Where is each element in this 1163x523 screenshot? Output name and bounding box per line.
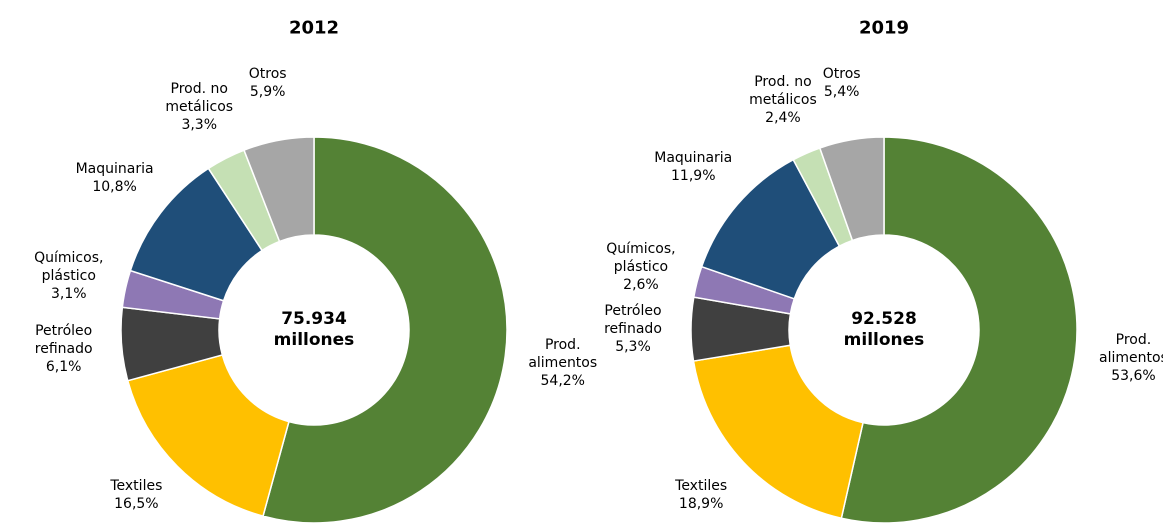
category-label: Otros: [248, 66, 287, 83]
slice-label: Prod. no metálicos 2,4%: [733, 73, 833, 127]
category-label: Textiles: [110, 478, 163, 494]
center-label: 75.934 millones: [273, 309, 355, 350]
value-label: 2,4%: [765, 110, 801, 127]
donut-slice: [126, 354, 290, 518]
chart-title: 2019: [858, 17, 910, 39]
value-label: 5,3%: [615, 338, 651, 355]
slice-label: Otros 5,9%: [218, 65, 318, 101]
category-label: Maquinaria: [654, 149, 733, 166]
value-label: 16,5%: [114, 496, 159, 512]
value-label: 3,1%: [51, 286, 87, 303]
value-label: 10,8%: [92, 178, 137, 195]
value-label: 5,9%: [249, 84, 286, 101]
value-label: 54,2%: [540, 373, 585, 390]
value-label: 11,9%: [671, 167, 716, 184]
category-label: Petróleo refinado: [34, 322, 93, 357]
value-label: 18,9%: [678, 496, 724, 512]
value-label: 3,3%: [181, 116, 218, 133]
category-label: Textiles: [675, 478, 728, 494]
slice-label: Textiles 16,5%: [86, 477, 186, 513]
value-label: 5,4%: [823, 83, 860, 100]
donut-slice: [692, 344, 864, 520]
slice-label: Textiles 18,9%: [651, 477, 751, 513]
category-label: Prod. no metálicos: [749, 74, 817, 109]
category-label: Prod. no metálicos: [165, 80, 234, 115]
slice-label: Petróleo refinado 6,1%: [14, 322, 114, 376]
category-label: Prod. alimentos: [1099, 331, 1163, 366]
slice-label: Maquinaria 11,9%: [643, 149, 743, 185]
slice-label: Prod. alimentos 53,6%: [1083, 331, 1163, 385]
chart-title: 2012: [288, 17, 340, 39]
category-label: Prod. alimentos: [528, 337, 598, 372]
value-label: 2,6%: [623, 277, 659, 294]
donut-slice: [262, 136, 508, 523]
donut-slice: [840, 136, 1078, 523]
category-label: Petróleo refinado: [604, 302, 662, 337]
category-label: Otros: [822, 65, 861, 82]
value-label: 6,1%: [45, 358, 82, 375]
donut-slice: [818, 136, 885, 242]
slice-label: Maquinaria 10,8%: [65, 160, 165, 196]
category-label: Químicos, plástico: [34, 250, 104, 285]
slice-label: Prod. alimentos 54,2%: [513, 336, 613, 390]
slice-label: Petróleo refinado 5,3%: [583, 302, 683, 356]
slice-label: Químicos, plástico 3,1%: [19, 249, 119, 303]
slice-label: Químicos, plástico 2,6%: [591, 240, 691, 294]
slice-label: Prod. no metálicos 3,3%: [149, 80, 249, 134]
value-label: 53,6%: [1111, 367, 1156, 384]
donut-slice: [243, 136, 315, 243]
category-label: Químicos, plástico: [606, 241, 676, 276]
category-label: Maquinaria: [75, 160, 154, 177]
center-label: 92.528 millones: [843, 309, 925, 350]
slice-label: Otros 5,4%: [792, 65, 892, 101]
